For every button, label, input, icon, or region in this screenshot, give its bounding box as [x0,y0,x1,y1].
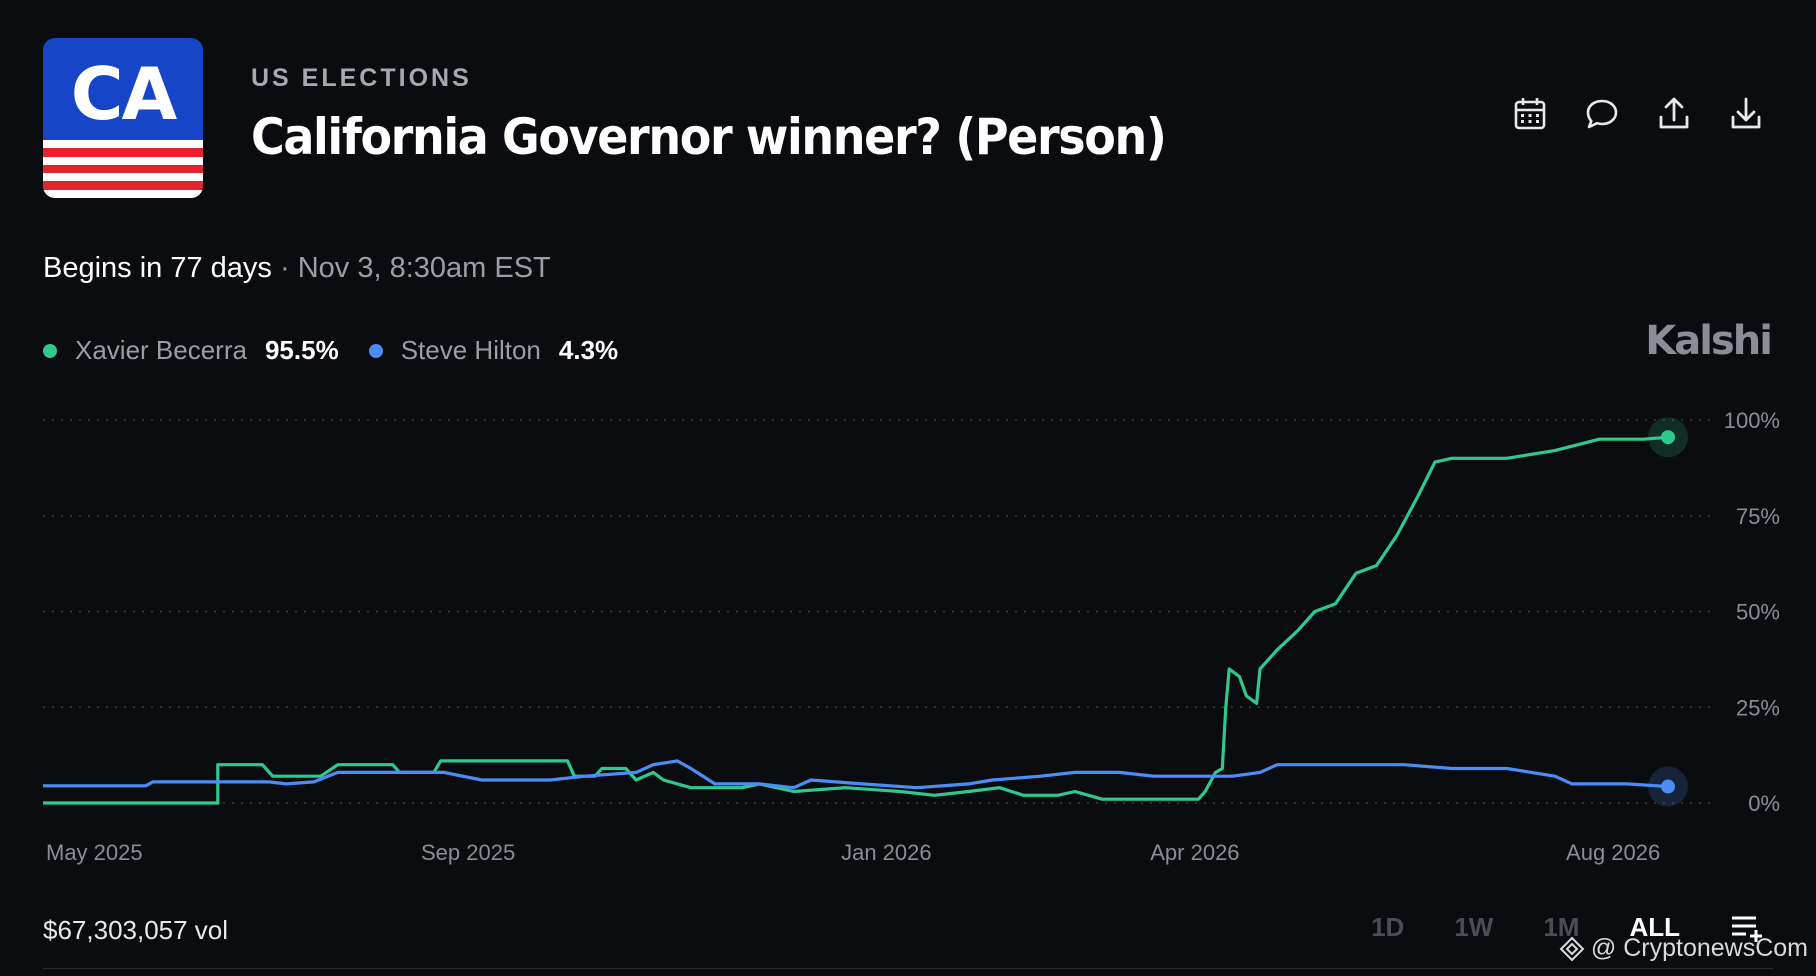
event-status: Begins in 77 days · Nov 3, 8:30am EST [43,252,551,285]
calendar-button[interactable] [1512,96,1548,132]
begins-text: Begins in 77 days [43,252,272,284]
y-tick-label: 75% [1736,504,1780,529]
legend-dot [43,343,57,358]
y-tick-label: 0% [1748,791,1780,816]
legend-value: 4.3% [558,335,619,365]
logo-text: CA [70,52,178,136]
logo-stripes [43,140,203,198]
x-tick-label: Apr 2026 [1150,840,1239,865]
legend-item-hilton[interactable]: Steve Hilton 4.3% [368,335,619,366]
bottom-divider [43,968,1773,969]
x-tick-label: Sep 2025 [421,840,515,865]
legend-name: Xavier Becerra [75,335,247,365]
series-endpoint-dot [1661,430,1675,445]
category-label: US ELECTIONS [251,64,472,92]
legend-item-becerra[interactable]: Xavier Becerra 95.5% [43,335,339,366]
range-all-button[interactable]: ALL [1629,912,1680,942]
x-tick-label: Aug 2026 [1566,840,1660,865]
download-button[interactable] [1728,96,1764,132]
series-line-hilton [43,759,1669,790]
price-chart[interactable]: 100% 75% 50% 25% 0% May 2025 Sep 2025 Jan 2026 A… [0,380,1816,890]
range-1d-button[interactable]: 1D [1371,912,1405,942]
diamond-logo-icon [1559,936,1585,961]
event-date: Nov 3, 8:30am EST [297,252,551,284]
series-line-becerra [43,435,1669,805]
legend-dot [368,343,383,358]
y-tick-label: 50% [1736,600,1780,625]
market-logo: CA [43,38,203,198]
chart-legend: Xavier Becerra 95.5% Steve Hilton 4.3% [43,335,648,366]
range-1m-button[interactable]: 1M [1543,912,1580,942]
range-1w-button[interactable]: 1W [1454,912,1494,942]
legend-name: Steve Hilton [400,335,541,365]
y-tick-label: 25% [1736,695,1780,720]
y-tick-label: 100% [1724,408,1780,433]
x-tick-label: Jan 2026 [841,840,932,865]
x-tick-label: May 2025 [46,840,143,865]
share-button[interactable] [1656,96,1692,132]
comment-button[interactable] [1584,96,1620,132]
legend-value: 95.5% [264,335,339,365]
share-icon [1659,97,1689,129]
range-selector: 1D 1W 1M ALL [1371,912,1764,943]
brand-logo: Kalshi [1645,318,1773,364]
download-icon [1731,97,1761,129]
page-title: California Governor winner? (Person) [251,108,1167,166]
calendar-icon [1514,98,1546,130]
status-separator: · [271,252,298,284]
action-toolbar [1512,96,1764,132]
series-endpoint-dot [1661,779,1675,794]
watermark: @ CryptonewsCom [1559,934,1808,963]
comment-icon [1586,99,1618,129]
list-add-icon[interactable] [1730,913,1764,943]
watermark-text: @ CryptonewsCom [1590,934,1808,962]
volume-text: $67,303,057 vol [43,915,229,945]
